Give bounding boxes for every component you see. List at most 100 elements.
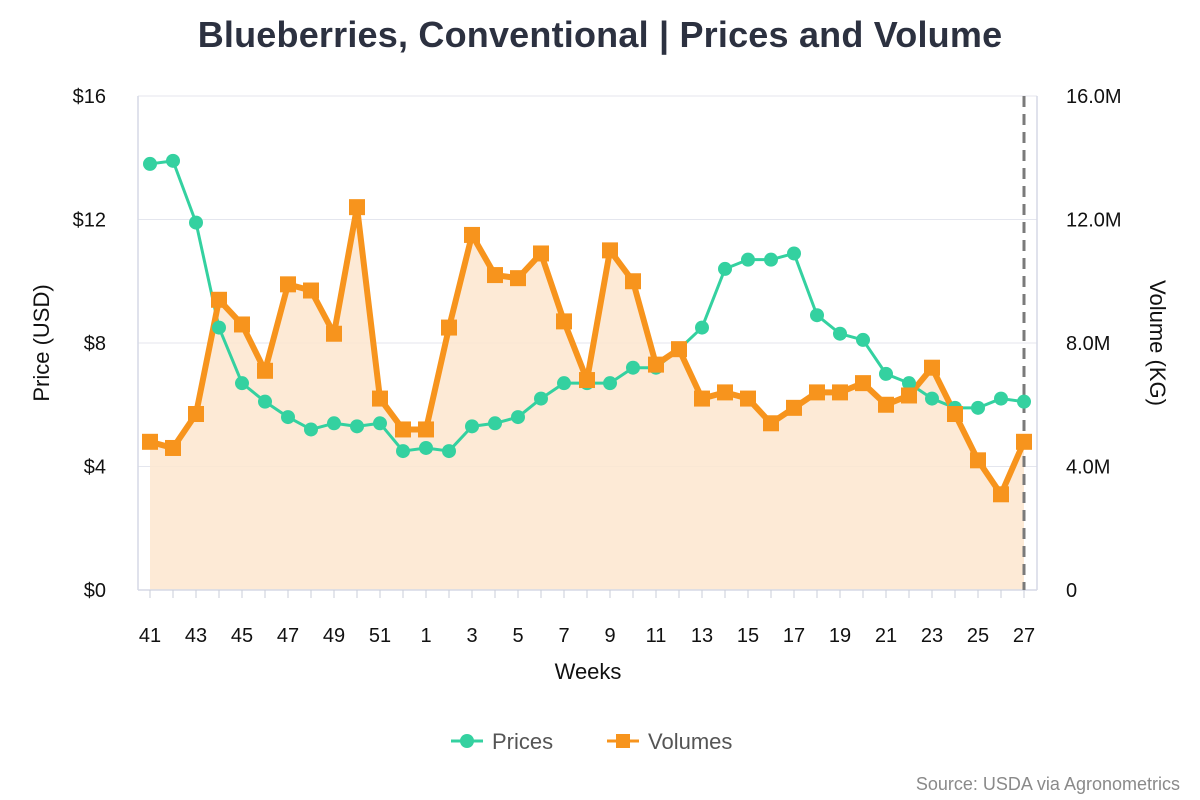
y-left-tick-label: $4 bbox=[84, 457, 106, 479]
volumes-point[interactable] bbox=[303, 282, 319, 299]
prices-point[interactable] bbox=[143, 156, 157, 171]
tick-labels: $0 0 $4 4.0M $8 8.0M $12 12.0M $16 16.0M 41 43 45 47 4… bbox=[73, 86, 1122, 647]
volumes-point[interactable] bbox=[211, 291, 227, 308]
volumes-point[interactable] bbox=[878, 396, 894, 413]
volumes-point[interactable] bbox=[372, 390, 388, 407]
prices-point[interactable] bbox=[787, 246, 801, 261]
volumes-point[interactable] bbox=[487, 267, 503, 284]
volumes-point[interactable] bbox=[648, 356, 664, 373]
x-tick-label: 23 bbox=[921, 625, 943, 647]
volumes-point[interactable] bbox=[418, 421, 434, 438]
prices-point[interactable] bbox=[419, 440, 433, 455]
volumes-point[interactable] bbox=[579, 372, 595, 389]
prices-point[interactable] bbox=[833, 326, 847, 341]
prices-point[interactable] bbox=[258, 394, 272, 409]
prices-point[interactable] bbox=[304, 422, 318, 437]
prices-point[interactable] bbox=[879, 366, 893, 381]
volumes-point[interactable] bbox=[809, 384, 825, 401]
volumes-point[interactable] bbox=[694, 390, 710, 407]
volumes-point[interactable] bbox=[671, 341, 687, 358]
prices-point[interactable] bbox=[235, 376, 249, 391]
volumes-point[interactable] bbox=[280, 276, 296, 293]
axes bbox=[137, 96, 1038, 598]
volumes-point[interactable] bbox=[349, 199, 365, 216]
volumes-point[interactable] bbox=[717, 384, 733, 401]
prices-point[interactable] bbox=[626, 360, 640, 375]
prices-point[interactable] bbox=[810, 308, 824, 323]
x-tick-label: 49 bbox=[323, 625, 345, 647]
prices-point[interactable] bbox=[994, 391, 1008, 406]
volumes-point[interactable] bbox=[188, 406, 204, 423]
y-axis-right-title: Volume (KG) bbox=[1145, 280, 1170, 406]
volumes-point[interactable] bbox=[326, 325, 342, 342]
x-axis-title: Weeks bbox=[555, 659, 622, 684]
legend-item-volumes[interactable]: Volumes bbox=[607, 729, 732, 754]
volumes-point[interactable] bbox=[142, 433, 158, 450]
prices-point[interactable] bbox=[327, 416, 341, 431]
y-left-tick-label: $0 bbox=[84, 580, 106, 602]
volumes-point[interactable] bbox=[234, 316, 250, 333]
prices-point[interactable] bbox=[350, 419, 364, 434]
prices-point[interactable] bbox=[396, 444, 410, 459]
prices-point[interactable] bbox=[557, 376, 571, 391]
series bbox=[142, 153, 1032, 503]
prices-point[interactable] bbox=[1017, 394, 1031, 409]
prices-point[interactable] bbox=[189, 215, 203, 230]
volumes-point[interactable] bbox=[947, 406, 963, 423]
x-tick-label: 7 bbox=[558, 625, 569, 647]
x-tick-label: 51 bbox=[369, 625, 391, 647]
volumes-point[interactable] bbox=[533, 245, 549, 262]
x-tick-label: 11 bbox=[646, 625, 667, 647]
volumes-point[interactable] bbox=[993, 486, 1009, 503]
volumes-point[interactable] bbox=[786, 399, 802, 416]
volumes-point[interactable] bbox=[740, 390, 756, 407]
volumes-point[interactable] bbox=[395, 421, 411, 438]
prices-point[interactable] bbox=[695, 320, 709, 335]
volumes-point[interactable] bbox=[832, 384, 848, 401]
prices-point[interactable] bbox=[511, 410, 525, 425]
volumes-point[interactable] bbox=[602, 242, 618, 259]
prices-point[interactable] bbox=[442, 444, 456, 459]
volumes-point[interactable] bbox=[625, 273, 641, 290]
volumes-point[interactable] bbox=[763, 415, 779, 432]
legend-item-prices[interactable]: Prices bbox=[451, 729, 553, 754]
prices-point[interactable] bbox=[488, 416, 502, 431]
prices-point[interactable] bbox=[465, 419, 479, 434]
prices-point[interactable] bbox=[925, 391, 939, 406]
volumes-point[interactable] bbox=[924, 359, 940, 376]
prices-point[interactable] bbox=[741, 252, 755, 267]
x-tick-label: 47 bbox=[277, 625, 299, 647]
prices-point[interactable] bbox=[764, 252, 778, 267]
volumes-point[interactable] bbox=[556, 313, 572, 330]
prices-point[interactable] bbox=[971, 400, 985, 415]
volumes-point[interactable] bbox=[257, 362, 273, 379]
source-credit: Source: USDA via Agronometrics bbox=[916, 774, 1180, 794]
x-tick-label: 3 bbox=[466, 625, 477, 647]
volumes-point[interactable] bbox=[510, 270, 526, 287]
prices-point[interactable] bbox=[603, 376, 617, 391]
prices-point[interactable] bbox=[902, 376, 916, 391]
y-right-tick-label: 12.0M bbox=[1066, 210, 1122, 232]
prices-point[interactable] bbox=[534, 391, 548, 406]
prices-point[interactable] bbox=[856, 332, 870, 347]
prices-point[interactable] bbox=[373, 416, 387, 431]
prices-point[interactable] bbox=[281, 410, 295, 425]
legend: Prices Volumes bbox=[451, 729, 732, 754]
volume-area-fill bbox=[150, 207, 1024, 590]
volumes-point[interactable] bbox=[855, 375, 871, 392]
chart-title: Blueberries, Conventional | Prices and V… bbox=[197, 14, 1003, 55]
volumes-point[interactable] bbox=[901, 387, 917, 404]
prices-point[interactable] bbox=[718, 261, 732, 276]
volumes-point[interactable] bbox=[1016, 433, 1032, 450]
x-tick-label: 13 bbox=[691, 625, 713, 647]
volumes-point[interactable] bbox=[464, 226, 480, 243]
volumes-point[interactable] bbox=[441, 319, 457, 336]
volumes-point[interactable] bbox=[970, 452, 986, 469]
prices-point[interactable] bbox=[166, 153, 180, 168]
volumes-point[interactable] bbox=[165, 439, 181, 456]
prices-point[interactable] bbox=[212, 320, 226, 335]
legend-volumes-marker bbox=[616, 734, 630, 748]
x-tick-label: 25 bbox=[967, 625, 989, 647]
x-tick-label: 15 bbox=[737, 625, 759, 647]
